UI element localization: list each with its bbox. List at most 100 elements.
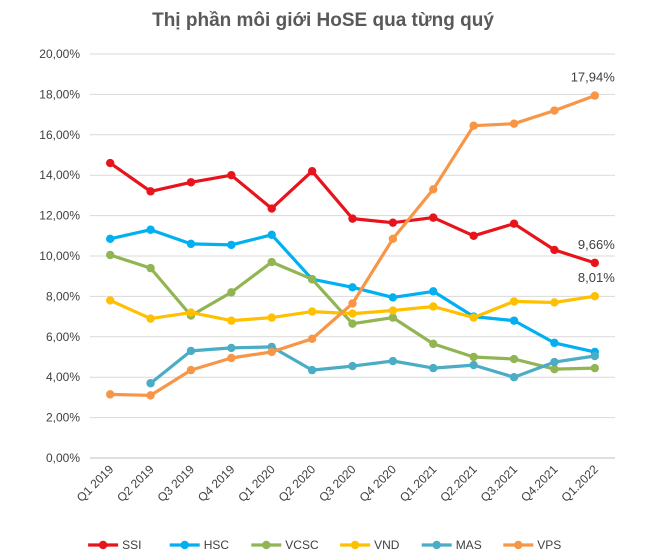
data-point-vnd [590, 291, 600, 301]
y-tick-label: 14,00% [39, 168, 80, 182]
data-point-vcsc [429, 339, 438, 349]
data-point-vcsc [509, 354, 519, 364]
data-point-vps [590, 91, 600, 100]
y-tick-label: 12,00% [39, 209, 80, 223]
y-axis: 0,00% 2,00% 4,00% 6,00% 8,00% 10,00% 12,00% 14,… [39, 47, 80, 465]
data-point-vnd [388, 306, 398, 315]
y-tick-label: 4,00% [46, 370, 80, 384]
legend-marker [180, 540, 189, 550]
y-tick-label: 10,00% [39, 249, 80, 263]
data-point-ssi [388, 218, 398, 227]
y-tick-label: 20,00% [39, 47, 80, 61]
legend-item-vnd: VND [340, 538, 400, 552]
data-point-vps [105, 390, 115, 399]
data-point-ssi [307, 166, 317, 176]
series-ssi [105, 158, 600, 268]
data-point-hsc [550, 338, 559, 348]
data-point-mas [429, 363, 438, 373]
data-point-mas [146, 379, 155, 388]
data-point-mas [590, 351, 600, 361]
data-point-ssi [348, 214, 357, 223]
data-point-mas [509, 373, 519, 382]
data-point-vcsc [550, 364, 559, 374]
data-point-vnd [429, 302, 438, 311]
legend-label: MAS [456, 538, 482, 552]
y-tick-label: 8,00% [46, 289, 80, 303]
x-tick-label: Q1 2019 [74, 462, 117, 505]
data-point-hsc [429, 287, 438, 296]
x-tick-label: Q4 2020 [357, 462, 400, 505]
data-point-vnd [469, 313, 478, 322]
data-point-vps [388, 234, 398, 244]
data-point-vnd [307, 307, 317, 316]
data-point-hsc [186, 239, 196, 249]
data-labels: 17,94% 9,66% 8,01% [571, 70, 616, 286]
data-point-vnd [348, 309, 357, 318]
x-tick-label: Q2 2020 [276, 462, 319, 505]
data-point-hsc [227, 240, 236, 250]
legend-label: VPS [537, 538, 561, 552]
data-point-vnd [509, 297, 519, 306]
data-point-ssi [590, 258, 600, 268]
data-point-vps [348, 299, 357, 308]
legend-item-mas: MAS [421, 538, 482, 552]
series-lines [105, 91, 600, 400]
data-point-vps [550, 106, 559, 115]
data-point-vps [227, 353, 236, 363]
data-point-hsc [146, 225, 155, 234]
series-vnd [105, 291, 600, 325]
data-point-vnd [186, 308, 196, 317]
data-point-mas [227, 343, 236, 353]
data-point-vcsc [267, 257, 276, 267]
legend-label: HSC [204, 538, 230, 552]
chart-title: Thị phần môi giới HoSE qua từng quý [152, 10, 494, 31]
data-point-mas [550, 357, 559, 367]
data-point-vps [509, 119, 519, 128]
legend-label: VND [374, 538, 400, 552]
data-point-vps [307, 334, 317, 344]
data-label-vnd: 8,01% [578, 270, 615, 285]
x-tick-label: Q1 2020 [235, 462, 278, 505]
legend-marker [514, 540, 523, 550]
data-point-hsc [388, 293, 398, 302]
data-point-vps [429, 185, 438, 194]
data-label-vps: 17,94% [571, 70, 616, 85]
legend-label: SSI [122, 538, 141, 552]
x-tick-label: Q2.2021 [437, 462, 480, 505]
legend-marker [98, 540, 108, 550]
data-point-vnd [227, 316, 236, 325]
y-tick-label: 6,00% [46, 330, 80, 344]
data-point-vcsc [348, 319, 357, 328]
data-point-ssi [267, 204, 276, 213]
data-point-ssi [550, 245, 559, 255]
data-point-vnd [146, 314, 155, 323]
legend-marker [262, 540, 271, 550]
x-tick-label: Q3 2019 [155, 462, 198, 505]
legend-marker [432, 540, 441, 550]
series-line-ssi [109, 161, 596, 265]
series-line-mas [149, 345, 596, 385]
data-label-ssi: 9,66% [578, 237, 615, 252]
x-tick-label: Q1.2022 [558, 462, 601, 505]
legend: SSI HSC VCSC VND MAS VPS [88, 538, 561, 552]
series-vps [105, 91, 600, 400]
y-tick-label: 16,00% [39, 128, 80, 142]
data-point-vps [146, 391, 155, 400]
data-point-mas [307, 365, 317, 375]
data-point-vcsc [307, 275, 317, 284]
data-point-vps [267, 347, 276, 357]
x-tick-label: Q3 2020 [316, 462, 359, 505]
data-point-ssi [186, 178, 196, 187]
data-point-vcsc [469, 352, 478, 362]
data-point-ssi [105, 158, 115, 168]
data-point-ssi [429, 213, 438, 222]
legend-item-vps: VPS [503, 538, 561, 552]
data-point-vps [469, 121, 478, 130]
y-tick-label: 2,00% [46, 411, 80, 425]
data-point-hsc [348, 283, 357, 292]
legend-item-hsc: HSC [169, 538, 230, 552]
legend-item-vcsc: VCSC [251, 538, 319, 552]
x-tick-label: Q2 2019 [114, 462, 157, 505]
